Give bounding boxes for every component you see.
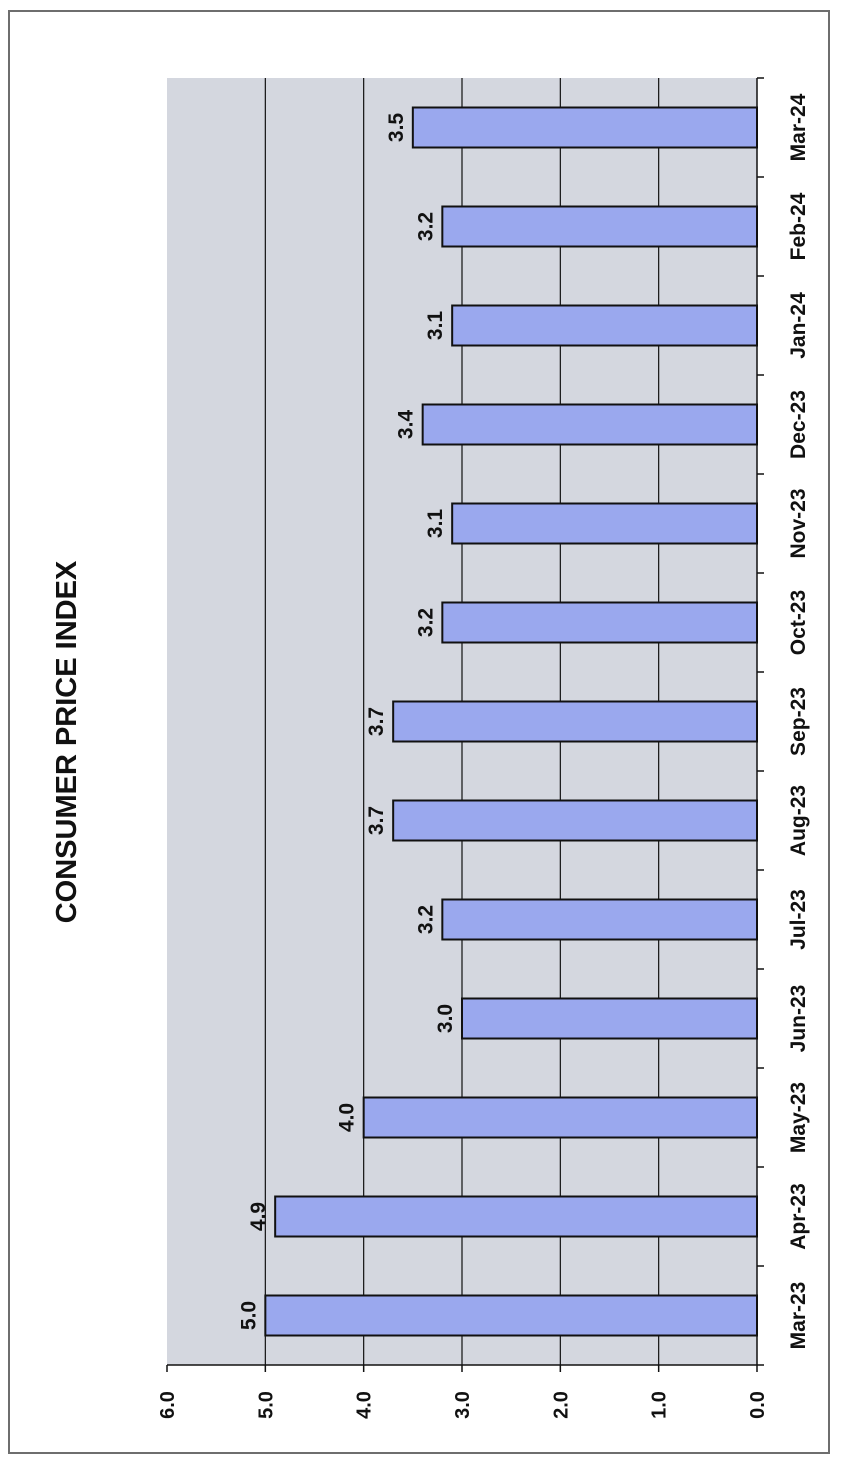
category-label: Sep-23 bbox=[787, 687, 810, 756]
bar bbox=[421, 403, 758, 446]
category-label: Oct-23 bbox=[787, 590, 810, 655]
value-tick-label: 6.0 bbox=[157, 1391, 179, 1419]
data-label: 3.2 bbox=[414, 905, 437, 934]
axes bbox=[166, 77, 764, 1372]
labels: 0.0 1.0 2.0 3.0 4.0 5.0 6.0 5.0 Mar-23 4.9 Apr-23 4… bbox=[157, 93, 810, 1419]
bar bbox=[441, 898, 758, 941]
category-label: Jul-23 bbox=[787, 889, 810, 950]
data-label: 5.0 bbox=[237, 1301, 260, 1330]
category-label: Apr-23 bbox=[787, 1183, 810, 1250]
bar bbox=[392, 700, 758, 743]
value-tick-label: 3.0 bbox=[452, 1391, 474, 1419]
bar bbox=[461, 997, 758, 1040]
bar bbox=[411, 106, 758, 149]
value-tick-label: 5.0 bbox=[255, 1391, 277, 1419]
category-label: Aug-23 bbox=[787, 785, 810, 856]
data-label: 3.7 bbox=[365, 806, 388, 835]
data-label: 3.4 bbox=[395, 410, 418, 440]
category-label: Dec-23 bbox=[787, 390, 810, 459]
data-label: 3.7 bbox=[365, 707, 388, 736]
bars bbox=[264, 106, 758, 1337]
bar bbox=[362, 1096, 758, 1139]
data-label: 4.9 bbox=[247, 1202, 270, 1231]
chart-frame bbox=[8, 10, 830, 1454]
data-label: 3.2 bbox=[414, 608, 437, 637]
data-label: 3.2 bbox=[414, 212, 437, 241]
bar bbox=[274, 1195, 758, 1238]
category-label: Nov-23 bbox=[787, 488, 810, 558]
data-label: 3.5 bbox=[385, 113, 408, 143]
bar bbox=[264, 1294, 758, 1337]
bar bbox=[441, 205, 758, 248]
bar bbox=[451, 502, 758, 545]
data-label: 3.0 bbox=[434, 1004, 457, 1033]
value-tick-label: 0.0 bbox=[747, 1391, 769, 1419]
category-label: May-23 bbox=[787, 1082, 810, 1153]
data-label: 3.1 bbox=[424, 509, 447, 539]
value-tick-label: 1.0 bbox=[649, 1391, 671, 1419]
value-tick-label: 4.0 bbox=[354, 1391, 376, 1419]
chart-title: CONSUMER PRICE INDEX bbox=[51, 560, 83, 923]
bar bbox=[392, 799, 758, 842]
bar bbox=[441, 601, 758, 644]
data-label: 4.0 bbox=[336, 1103, 359, 1132]
category-label: Mar-24 bbox=[787, 93, 810, 161]
category-label: Mar-23 bbox=[787, 1282, 810, 1350]
category-label: Feb-24 bbox=[787, 192, 810, 260]
data-label: 3.1 bbox=[424, 311, 447, 341]
category-label: Jun-23 bbox=[787, 985, 810, 1053]
category-label: Jan-24 bbox=[787, 292, 810, 359]
value-tick-label: 2.0 bbox=[550, 1391, 572, 1419]
bar bbox=[451, 304, 758, 347]
